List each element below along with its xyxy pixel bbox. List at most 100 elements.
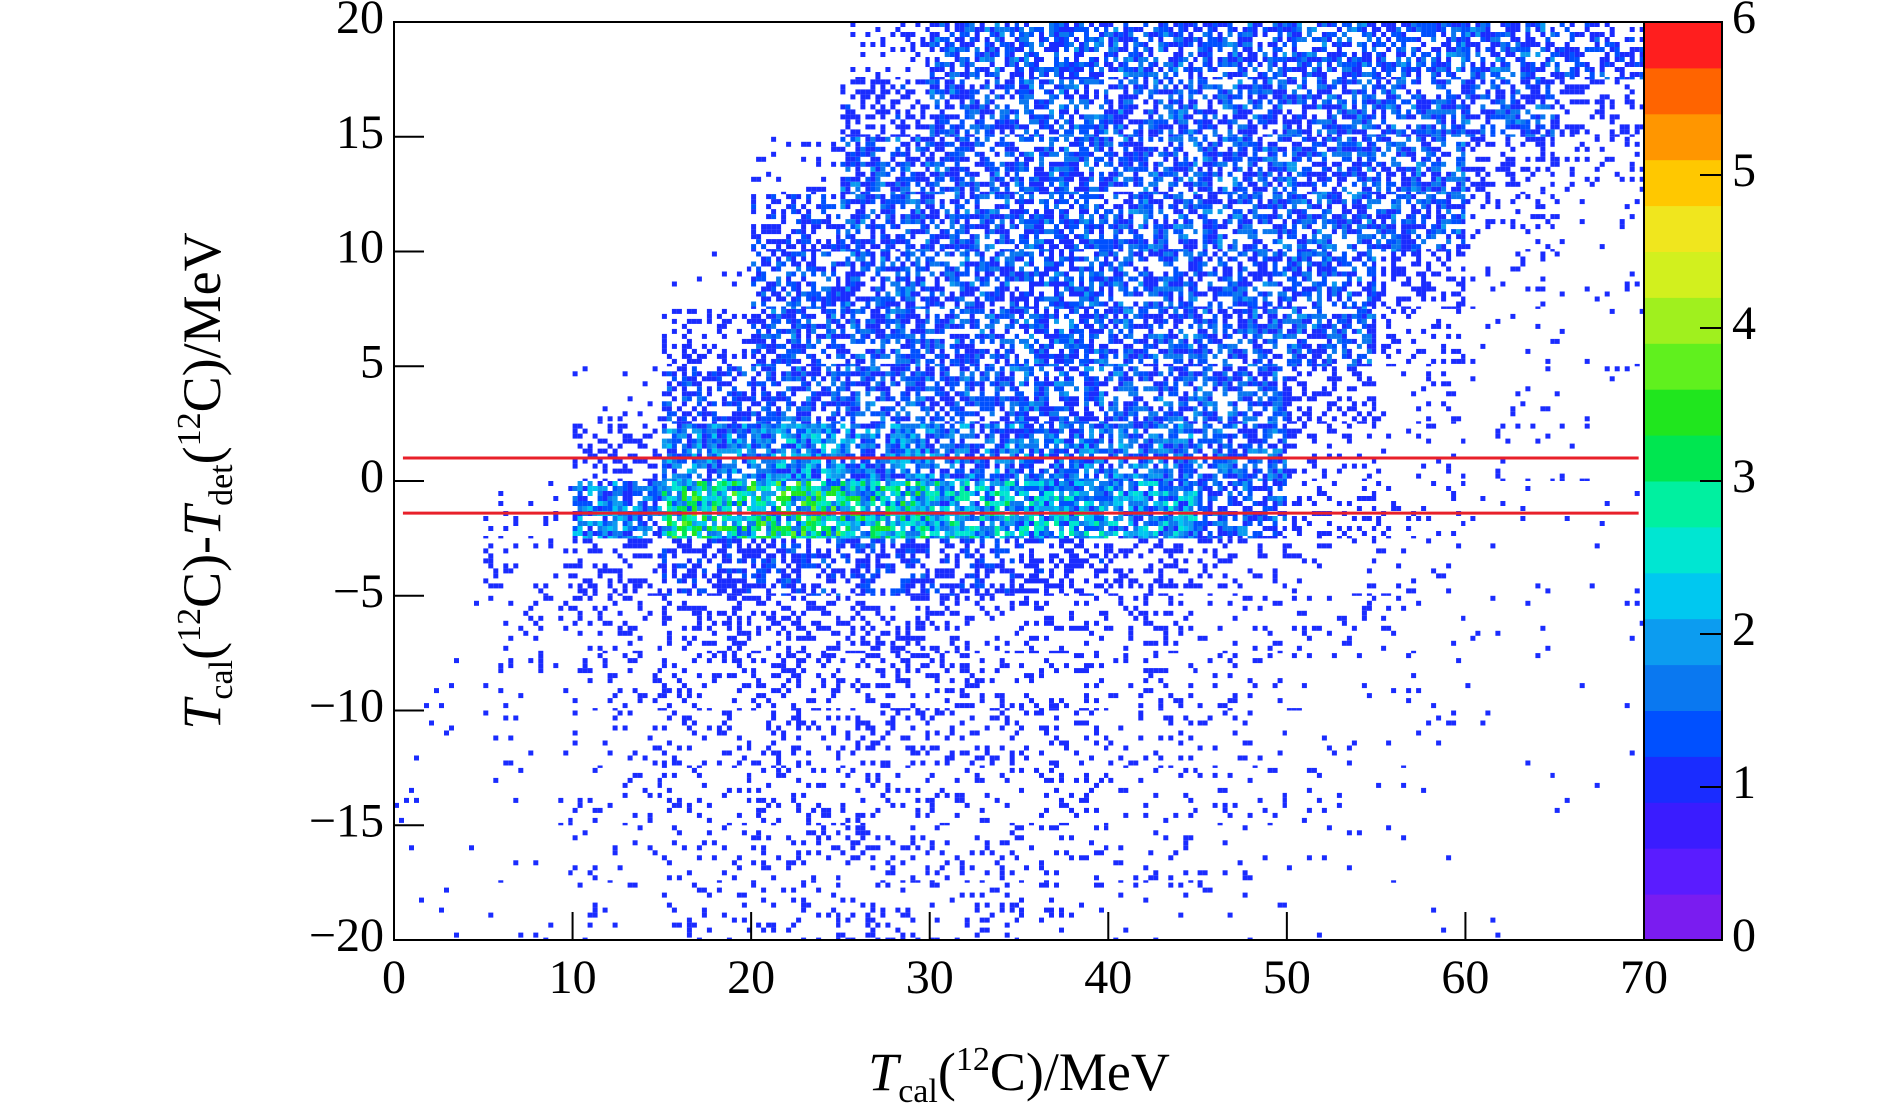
bin bbox=[915, 615, 921, 621]
bin bbox=[1039, 825, 1044, 831]
bin bbox=[1178, 698, 1184, 704]
bin bbox=[885, 630, 891, 636]
bin bbox=[721, 650, 727, 654]
bin bbox=[969, 443, 975, 449]
bin bbox=[647, 735, 653, 741]
bin bbox=[741, 822, 747, 826]
bin bbox=[1173, 501, 1179, 506]
bin bbox=[855, 481, 861, 486]
bin bbox=[1391, 880, 1397, 883]
bin bbox=[1024, 526, 1029, 531]
bin bbox=[761, 568, 767, 574]
bin bbox=[1079, 543, 1084, 549]
bin bbox=[1168, 650, 1174, 654]
bin bbox=[1094, 825, 1099, 831]
bin bbox=[811, 438, 817, 444]
bin bbox=[821, 443, 827, 449]
bin bbox=[1064, 501, 1069, 506]
bin bbox=[652, 760, 658, 766]
bin bbox=[979, 526, 985, 531]
bin bbox=[726, 593, 732, 596]
bin bbox=[831, 730, 837, 736]
bin bbox=[1039, 772, 1044, 778]
bin bbox=[1143, 802, 1149, 808]
bin bbox=[1104, 496, 1109, 501]
bin bbox=[1044, 792, 1049, 798]
bin bbox=[612, 501, 618, 506]
bin bbox=[870, 902, 876, 908]
bin bbox=[890, 725, 896, 731]
bin bbox=[776, 568, 782, 574]
bin bbox=[721, 710, 727, 716]
bin bbox=[587, 668, 593, 674]
bin bbox=[1227, 491, 1233, 496]
bin bbox=[989, 715, 995, 721]
bin bbox=[984, 927, 990, 933]
bin bbox=[652, 678, 658, 684]
bin bbox=[691, 516, 697, 521]
bin bbox=[1168, 486, 1174, 491]
bin bbox=[934, 760, 940, 766]
bin bbox=[1296, 708, 1302, 711]
bin bbox=[449, 683, 454, 689]
bin bbox=[771, 468, 777, 474]
bin bbox=[1143, 678, 1149, 684]
bin bbox=[1034, 568, 1039, 574]
bin bbox=[959, 458, 965, 464]
bin bbox=[840, 658, 846, 664]
bin bbox=[632, 486, 638, 491]
bin bbox=[592, 453, 598, 459]
bin bbox=[1044, 807, 1049, 813]
bin bbox=[855, 593, 861, 596]
bin bbox=[1227, 658, 1233, 664]
bin bbox=[731, 673, 737, 679]
bin bbox=[721, 423, 727, 429]
bin bbox=[860, 658, 866, 664]
bin bbox=[597, 531, 603, 536]
bin bbox=[661, 553, 667, 559]
bin bbox=[761, 600, 767, 606]
bin bbox=[910, 840, 916, 846]
bin bbox=[999, 496, 1005, 501]
bin bbox=[1242, 825, 1248, 831]
bin bbox=[1064, 593, 1069, 596]
bin bbox=[1029, 536, 1034, 539]
bin bbox=[1282, 543, 1287, 549]
bin bbox=[1138, 491, 1144, 496]
bin bbox=[1193, 531, 1198, 536]
bin bbox=[1034, 563, 1039, 569]
bin bbox=[731, 698, 737, 704]
bin bbox=[701, 521, 707, 526]
bin bbox=[994, 473, 1000, 479]
bin bbox=[999, 772, 1005, 778]
bin bbox=[696, 693, 702, 699]
bin bbox=[741, 478, 747, 481]
bin bbox=[806, 538, 812, 544]
bin bbox=[880, 630, 886, 636]
bin bbox=[816, 593, 822, 596]
bin bbox=[1039, 516, 1044, 521]
bin bbox=[1277, 698, 1283, 704]
bin bbox=[1024, 521, 1029, 526]
bin bbox=[1168, 536, 1174, 539]
bin bbox=[1089, 481, 1094, 486]
bin bbox=[706, 817, 712, 823]
bin bbox=[1188, 501, 1194, 506]
bin bbox=[676, 458, 682, 464]
bin bbox=[954, 610, 960, 616]
bin bbox=[915, 880, 921, 883]
bin bbox=[920, 573, 926, 579]
bin bbox=[1004, 458, 1010, 464]
bin bbox=[900, 463, 906, 469]
bin bbox=[845, 521, 851, 526]
bin bbox=[1084, 683, 1089, 689]
bin bbox=[1064, 496, 1069, 501]
bin bbox=[761, 767, 767, 773]
bin bbox=[1371, 583, 1377, 589]
bin bbox=[944, 822, 950, 826]
bin bbox=[964, 538, 970, 544]
bin bbox=[959, 860, 965, 866]
bin bbox=[1074, 553, 1079, 559]
bin bbox=[1163, 593, 1169, 596]
bin bbox=[999, 583, 1005, 589]
